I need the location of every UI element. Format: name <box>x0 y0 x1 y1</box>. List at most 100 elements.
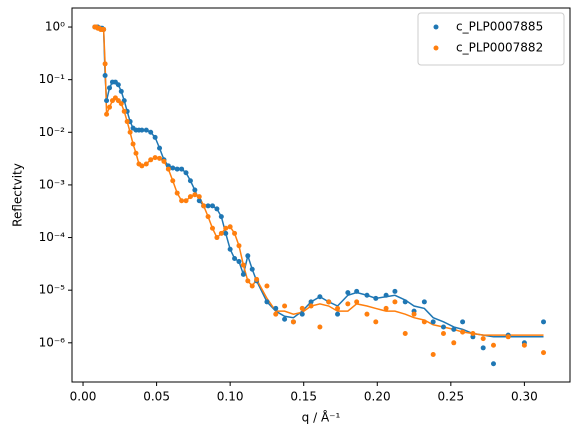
data-point <box>430 319 436 325</box>
legend-marker <box>433 24 439 30</box>
data-point <box>421 299 427 305</box>
data-point <box>470 331 476 337</box>
data-point <box>364 311 370 317</box>
data-point <box>282 303 288 309</box>
y-tick-label: 10⁻³ <box>39 177 66 191</box>
data-point <box>273 305 279 311</box>
data-point <box>209 225 215 231</box>
data-point <box>383 292 389 298</box>
data-point <box>236 243 242 249</box>
data-point <box>440 324 446 330</box>
data-point <box>249 283 255 289</box>
data-point <box>411 311 417 317</box>
data-point <box>152 134 158 140</box>
data-point <box>214 235 220 241</box>
data-point <box>345 301 351 307</box>
data-point <box>541 350 547 356</box>
legend-marker <box>433 45 439 51</box>
data-point <box>521 342 527 348</box>
y-tick-label: 10⁻¹ <box>39 72 66 86</box>
data-point <box>148 157 154 163</box>
data-point <box>102 61 108 67</box>
plot-frame <box>71 7 571 383</box>
data-point <box>183 198 189 204</box>
data-point <box>264 299 270 305</box>
data-point <box>402 331 408 337</box>
data-point <box>152 155 158 161</box>
data-point <box>490 361 496 367</box>
data-point <box>139 163 145 169</box>
data-point <box>373 295 379 301</box>
y-tick-label: 10⁻⁶ <box>39 335 66 349</box>
data-point <box>335 305 341 311</box>
data-point <box>104 111 110 117</box>
data-point <box>187 178 193 184</box>
data-point <box>460 319 466 325</box>
data-point <box>205 214 211 220</box>
data-point <box>179 166 185 172</box>
data-point <box>170 178 176 184</box>
data-point <box>480 336 486 342</box>
data-point <box>440 331 446 337</box>
data-point <box>290 319 296 325</box>
data-point <box>383 305 389 311</box>
data-point <box>192 187 198 193</box>
legend-label: c_PLP0007885 <box>456 20 543 34</box>
data-point <box>308 299 314 305</box>
data-point <box>240 262 246 268</box>
data-point <box>121 108 127 114</box>
data-point <box>451 340 457 346</box>
data-point <box>201 203 207 209</box>
data-point <box>223 225 229 231</box>
data-point <box>354 288 360 294</box>
data-point <box>264 283 270 289</box>
x-tick-label: 0.20 <box>364 390 391 404</box>
data-point <box>236 259 242 265</box>
data-point <box>118 101 124 107</box>
data-point <box>373 319 379 325</box>
data-point <box>392 299 398 305</box>
data-point <box>148 129 154 135</box>
data-point <box>127 129 133 135</box>
data-point <box>421 319 427 325</box>
data-point <box>326 299 332 305</box>
data-point <box>254 276 260 282</box>
data-point <box>179 198 185 204</box>
data-point <box>218 214 224 220</box>
data-point <box>157 155 163 161</box>
data-point <box>245 278 251 284</box>
data-point <box>196 194 202 200</box>
data-point <box>317 324 323 330</box>
data-point <box>187 194 193 200</box>
data-point <box>133 150 139 156</box>
data-point <box>157 145 163 151</box>
data-point <box>490 342 496 348</box>
data-point <box>392 288 398 294</box>
data-point <box>183 170 189 176</box>
y-tick-label: 10⁻⁵ <box>39 283 66 297</box>
data-point <box>451 326 457 332</box>
fit-line <box>94 26 544 338</box>
x-tick-label: 0.15 <box>290 390 317 404</box>
data-point <box>240 271 246 277</box>
data-point <box>118 88 124 94</box>
x-tick-label: 0.05 <box>143 390 170 404</box>
legend-box <box>417 12 565 66</box>
y-axis-label: Reflectvity <box>11 163 25 227</box>
data-point <box>354 299 360 305</box>
data-point <box>402 299 408 305</box>
data-point <box>170 165 176 171</box>
data-point <box>102 72 108 78</box>
data-point <box>161 158 167 164</box>
data-point <box>505 334 511 340</box>
data-point <box>232 230 238 236</box>
data-point <box>218 230 224 236</box>
data-point <box>139 127 145 133</box>
y-tick-label: 10⁰ <box>45 20 65 34</box>
data-point <box>317 294 323 300</box>
data-point <box>299 311 305 317</box>
data-point <box>104 98 110 104</box>
data-point <box>249 266 255 272</box>
data-point <box>130 141 136 147</box>
